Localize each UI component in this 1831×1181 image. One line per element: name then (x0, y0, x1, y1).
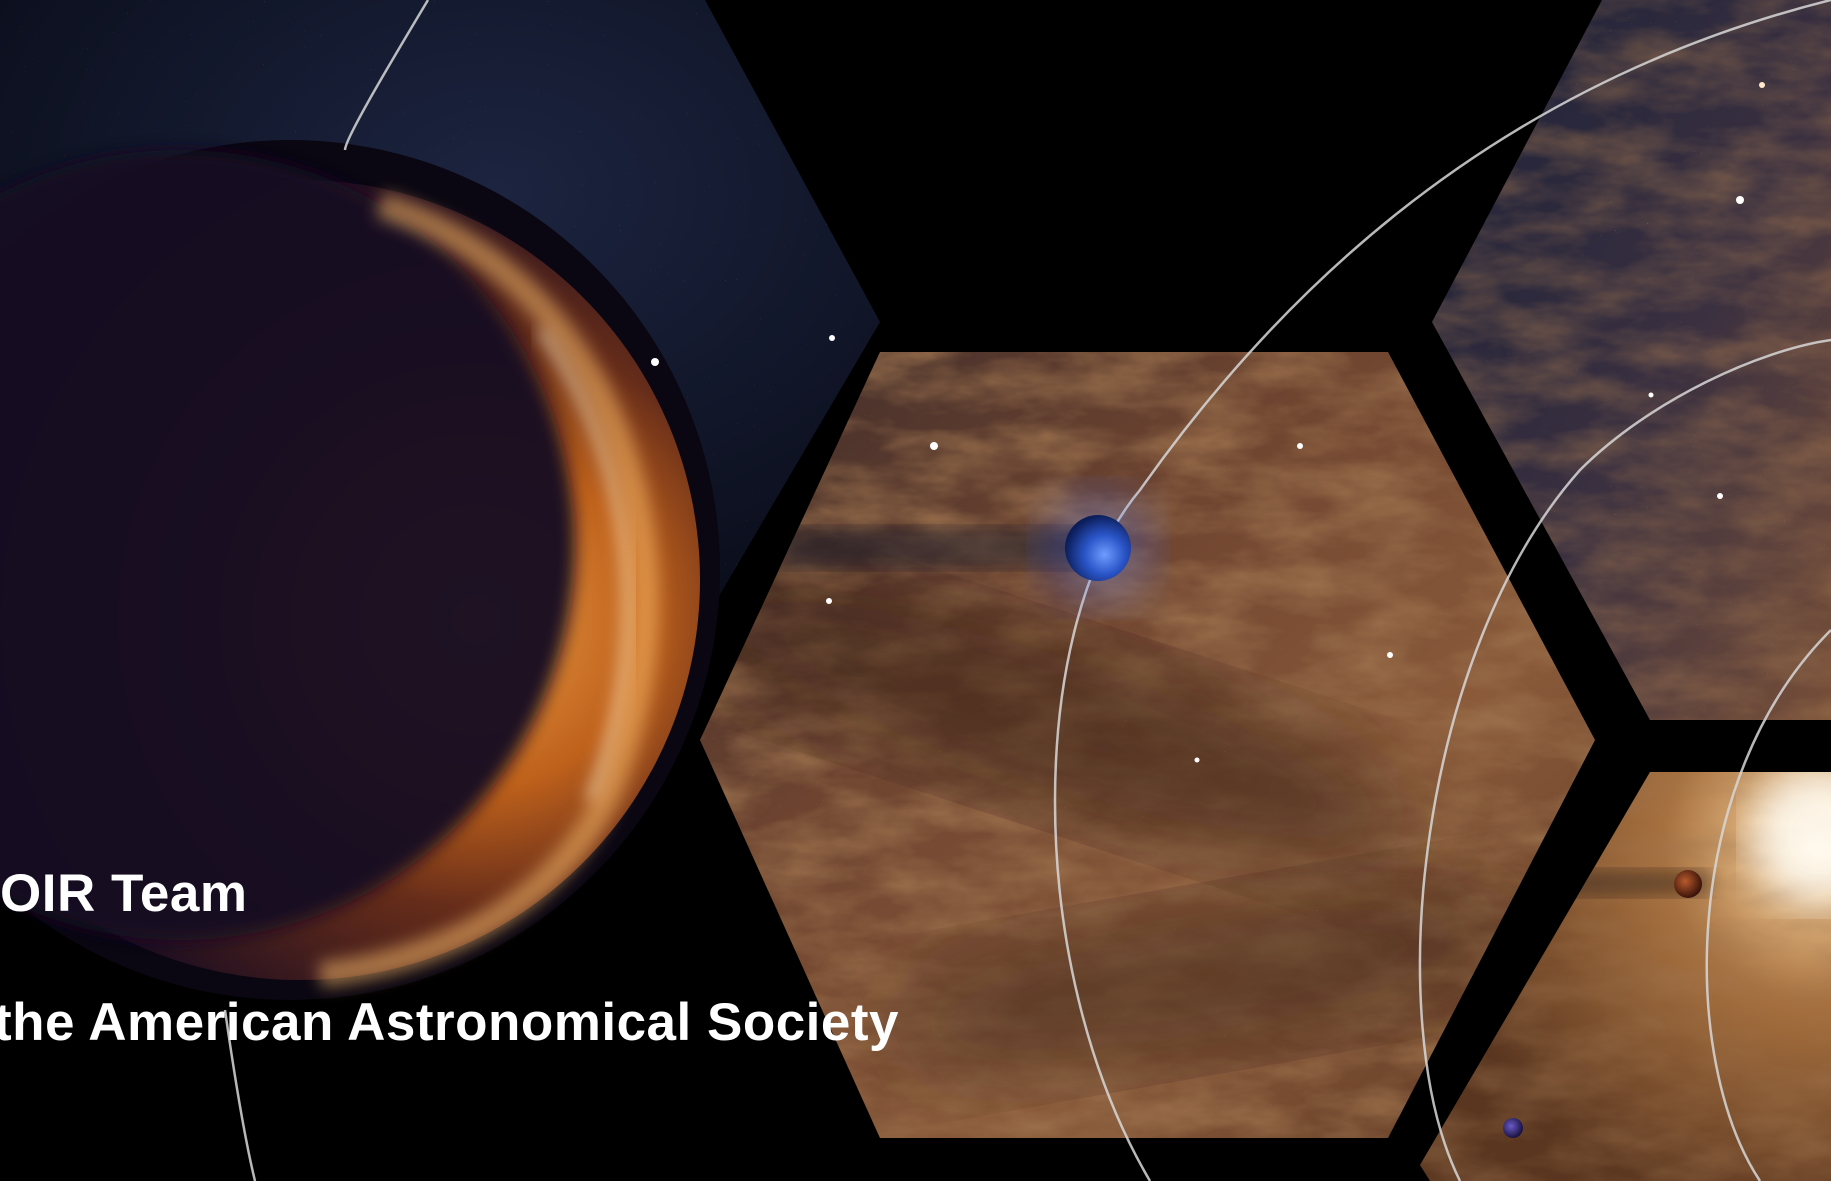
crescent-planet (0, 140, 720, 1000)
orbit-lines (223, 0, 1831, 1181)
slide-text-society: the American Astronomical Society (0, 993, 900, 1052)
bright-stars (651, 335, 1723, 763)
red-planet (1674, 870, 1702, 898)
slide-text-team: OIR Team (0, 864, 248, 923)
purple-planet (1503, 1118, 1523, 1138)
blue-planet (1038, 488, 1158, 608)
